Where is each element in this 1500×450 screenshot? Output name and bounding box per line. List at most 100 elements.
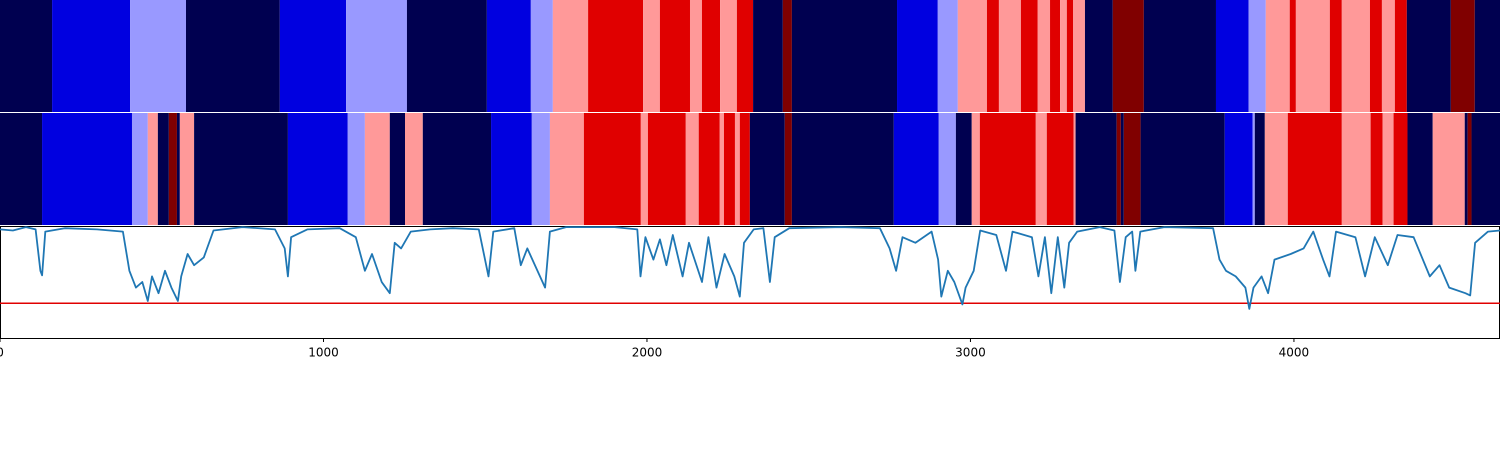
segment: [531, 113, 550, 225]
segment: [1066, 0, 1073, 112]
segment: [1394, 0, 1407, 112]
segment: [287, 113, 348, 225]
segment: [1035, 113, 1047, 225]
segment: [791, 113, 894, 225]
segment: [1382, 113, 1394, 225]
segment: [720, 0, 737, 112]
segment: [0, 113, 43, 225]
segment: [739, 113, 750, 225]
segment: [1393, 113, 1408, 225]
segment: [986, 0, 999, 112]
segment: [1287, 113, 1342, 225]
segment: [647, 113, 686, 225]
segment: [1464, 113, 1468, 225]
segment: [588, 0, 644, 112]
segment: [1073, 113, 1076, 225]
segment: [1467, 113, 1472, 225]
segment: [389, 113, 406, 225]
segment: [1406, 0, 1451, 112]
x-tick-label: 4000: [1279, 346, 1310, 360]
segment: [937, 0, 958, 112]
segment: [1123, 113, 1141, 225]
segment: [1248, 0, 1266, 112]
segment: [552, 0, 589, 112]
segment: [0, 0, 53, 112]
segment: [1329, 0, 1342, 112]
segment: [689, 0, 702, 112]
segment: [979, 113, 1036, 225]
segment: [1471, 113, 1500, 225]
segment: [897, 0, 938, 112]
segment: [147, 113, 158, 225]
segment: [364, 113, 390, 225]
segment: [157, 113, 169, 225]
segment: [1116, 113, 1121, 225]
segment: [130, 0, 187, 112]
segment: [782, 0, 792, 112]
segment: [52, 0, 131, 112]
segment: [1289, 0, 1296, 112]
segment: [42, 113, 132, 225]
segment: [1381, 0, 1395, 112]
segment: [1120, 113, 1124, 225]
x-tick-label: 2000: [632, 346, 663, 360]
segment: [734, 113, 740, 225]
segment: [723, 113, 735, 225]
segment: [131, 113, 148, 225]
segment: [971, 113, 980, 225]
segment: [1341, 113, 1371, 225]
segment: [1341, 0, 1370, 112]
segment: [1450, 0, 1475, 112]
x-tick-label: 3000: [955, 346, 986, 360]
segment: [1264, 113, 1288, 225]
segment: [1295, 0, 1330, 112]
x-tick-label: 1000: [308, 346, 339, 360]
segment: [1252, 113, 1255, 225]
segment: [749, 113, 785, 225]
segment: [685, 113, 699, 225]
segment: [1037, 0, 1051, 112]
segment: [279, 0, 347, 112]
segment: [1265, 0, 1290, 112]
x-tick-label: 0: [0, 346, 4, 360]
segment: [784, 113, 792, 225]
segment: [1060, 0, 1067, 112]
segment: [347, 113, 365, 225]
segment: [491, 113, 532, 225]
segment: [1112, 0, 1144, 112]
segment: [179, 113, 195, 225]
segment: [698, 113, 720, 225]
segment: [583, 113, 641, 225]
segment: [194, 113, 288, 225]
segment: [1020, 0, 1038, 112]
segment: [719, 113, 724, 225]
segment: [1432, 113, 1465, 225]
segment: [1050, 0, 1061, 112]
segment: [1474, 0, 1500, 112]
segment: [168, 113, 177, 225]
segment: [422, 113, 492, 225]
segment: [486, 0, 531, 112]
segment: [753, 0, 783, 112]
segment: [1215, 0, 1249, 112]
segment: [893, 113, 939, 225]
segment: [957, 0, 987, 112]
segment: [1075, 113, 1117, 225]
segment: [1084, 0, 1113, 112]
segment: [659, 0, 690, 112]
segment: [176, 113, 180, 225]
segment: [1072, 0, 1085, 112]
segment: [938, 113, 956, 225]
segment: [791, 0, 898, 112]
segment: [955, 113, 972, 225]
segment: [1143, 0, 1216, 112]
segment: [1370, 113, 1383, 225]
segment: [530, 0, 553, 112]
segment: [1140, 113, 1225, 225]
series-line: [0, 226, 1500, 310]
segment: [1046, 113, 1074, 225]
segment: [998, 0, 1021, 112]
segment: [346, 0, 407, 112]
